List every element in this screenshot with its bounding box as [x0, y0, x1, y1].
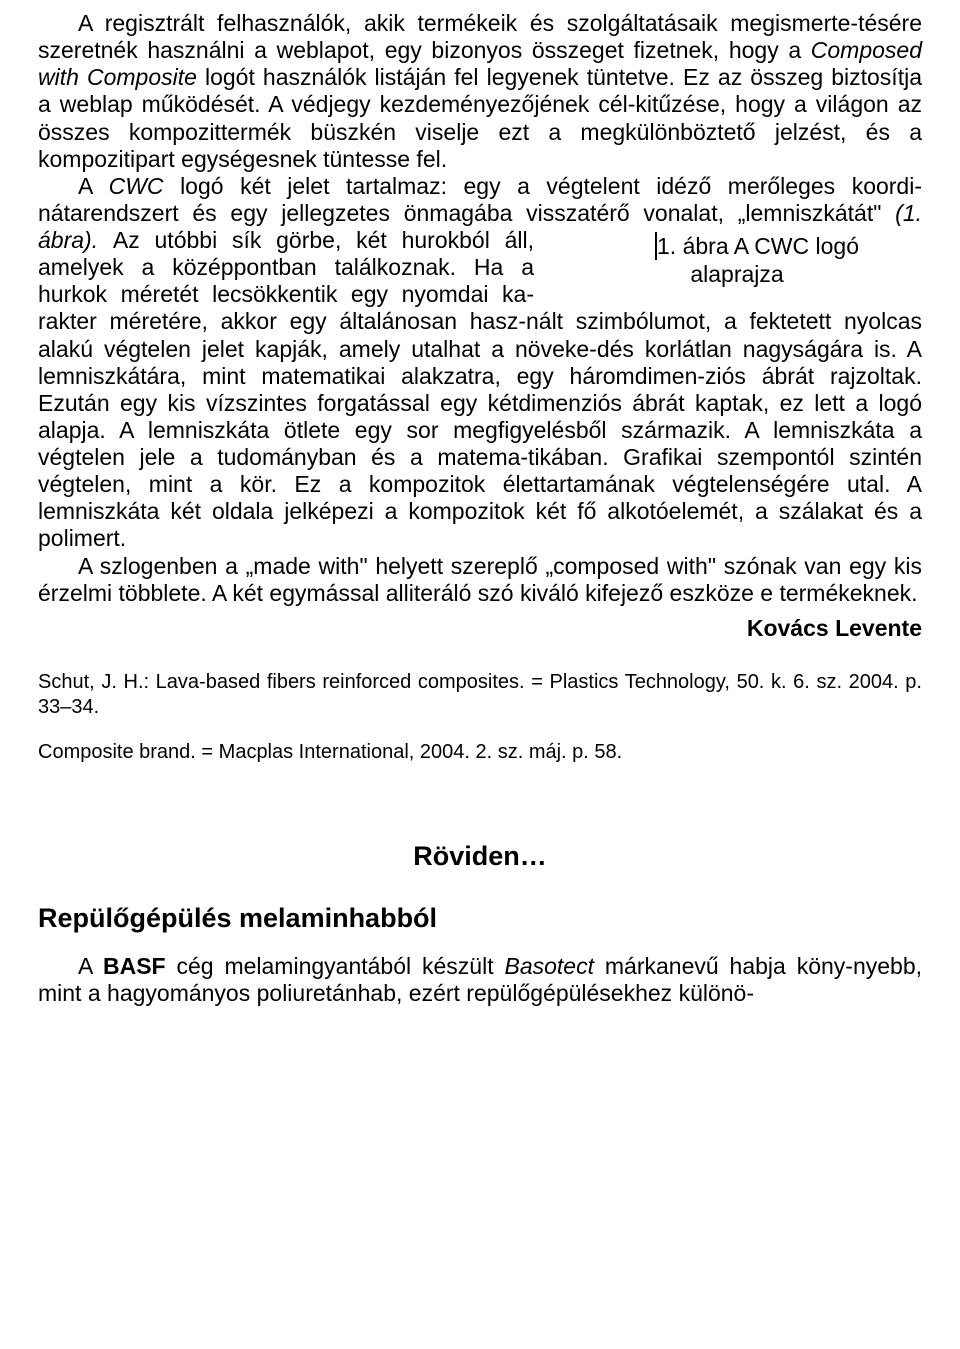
text: A	[78, 953, 103, 979]
paragraph-3: A szlogenben a „made with" helyett szere…	[38, 553, 922, 607]
caption-line: 1. ábra A CWC logó	[657, 233, 859, 259]
text: A szlogenben a „made with" helyett szere…	[38, 553, 922, 606]
paragraph-1: A regisztrált felhasználók, akik terméke…	[38, 10, 922, 173]
section-heading: Röviden…	[38, 841, 922, 873]
text-bold: BASF	[103, 953, 166, 979]
reference-item: Composite brand. = Macplas International…	[38, 740, 922, 765]
figure-1: 1. ábra A CWC logó alaprajza	[552, 233, 922, 288]
reference-item: Schut, J. H.: Lava-based fibers reinforc…	[38, 670, 922, 720]
caption-line: alaprajza	[690, 261, 783, 287]
text-italic: Basotect	[504, 953, 594, 979]
text: A regisztrált felhasználók, akik terméke…	[38, 10, 922, 63]
document-page: A regisztrált felhasználók, akik terméke…	[0, 0, 960, 1047]
text: logó két jelet tartalmaz: egy a végtelen…	[38, 173, 922, 226]
paragraph-4: A BASF cég melamingyantából készült Baso…	[38, 953, 922, 1007]
subheading: Repülőgépülés melaminhabból	[38, 903, 922, 935]
text: cég melamingyantából készült	[166, 953, 505, 979]
author-name: Kovács Levente	[38, 615, 922, 642]
references: Schut, J. H.: Lava-based fibers reinforc…	[38, 670, 922, 765]
paragraph-2: A CWC logó két jelet tartalmaz: egy a vé…	[38, 173, 922, 553]
figure-box	[655, 232, 657, 260]
figure-caption: 1. ábra A CWC logó alaprajza	[657, 233, 859, 287]
text-italic: CWC	[109, 173, 164, 199]
text: A	[78, 173, 109, 199]
